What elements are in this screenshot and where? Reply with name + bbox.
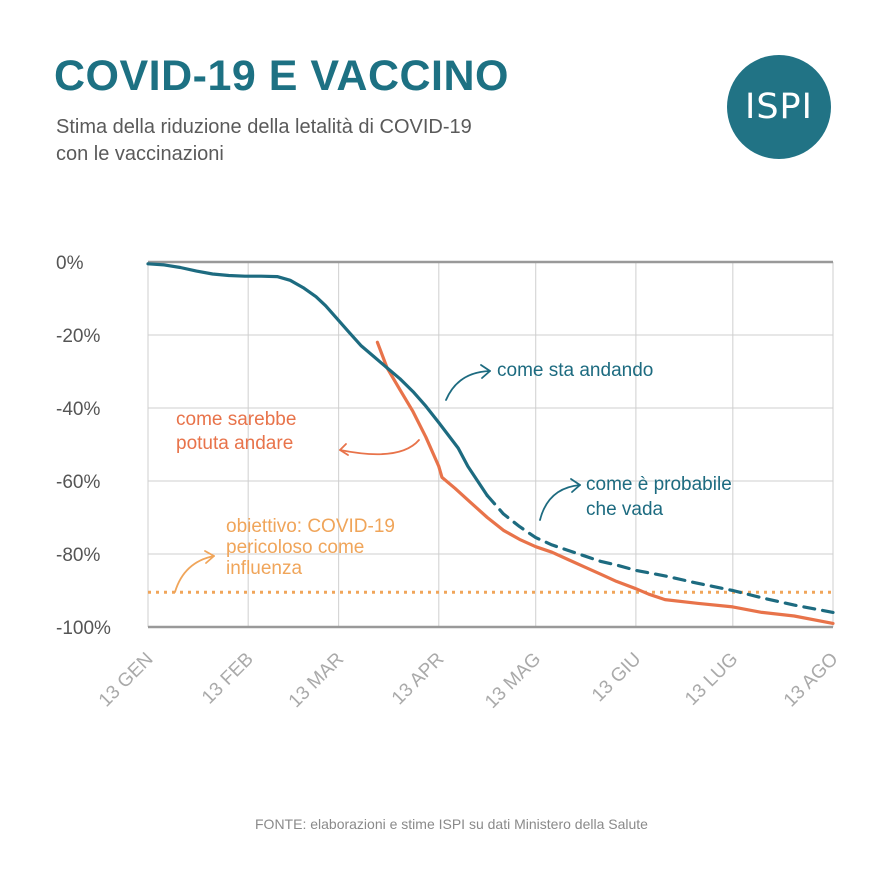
annotation-line: come sarebbe <box>176 409 296 430</box>
chart-subtitle: Stima della riduzione della letalità di … <box>56 114 616 168</box>
source-note: FONTE: elaborazioni e stime ISPI su dati… <box>255 816 648 832</box>
annotation-line: che vada <box>586 499 664 520</box>
ispi-logo: ISPI <box>727 55 831 159</box>
annotation-label: obiettivo: COVID-19 pericoloso come influe… <box>226 516 395 579</box>
arrow-goal-curve <box>174 555 215 593</box>
arrow-goal-head <box>204 550 215 564</box>
series-line-solid <box>146 262 489 498</box>
x-tick-label: 13 GIU <box>588 649 645 706</box>
arrow-probable-head <box>570 478 581 493</box>
arrow-counterfactual-curve <box>339 439 420 456</box>
y-tick-label: 0% <box>56 253 84 274</box>
x-tick-label: 13 APR <box>388 649 448 709</box>
x-tick-label: 13 AGO <box>780 649 843 712</box>
arrow-probable-curve <box>539 484 581 521</box>
annotation-line: come sta andando <box>497 360 653 381</box>
annotation-label: come sta andando <box>497 360 653 381</box>
y-tick-label: -20% <box>56 326 100 347</box>
subtitle-line-2: con le vaccinazioni <box>56 143 224 165</box>
y-tick-label: -80% <box>56 545 100 566</box>
x-tick-label: 13 LUG <box>681 649 742 710</box>
arrow-actual-curve <box>445 370 491 401</box>
annotation-line: pericoloso come <box>226 537 364 558</box>
subtitle-line-1: Stima della riduzione della letalità di … <box>56 116 472 138</box>
x-tick-label: 13 GEN <box>95 649 158 712</box>
annotation-line: influenza <box>226 558 302 579</box>
annotation-line: come è probabile <box>586 474 732 495</box>
y-tick-label: -40% <box>56 399 100 420</box>
arrow-actual-head <box>480 364 491 379</box>
y-tick-label: -100% <box>56 618 111 639</box>
line-chart: 0% -20% -40% -60% -80% -100% 13 GEN 13 FEB 13 MA… <box>56 253 843 713</box>
x-tick-label: 13 MAR <box>285 649 348 712</box>
arrow-counterfactual-head <box>339 443 349 456</box>
annotation-label: come sarebbe potuta andare <box>176 409 296 454</box>
y-tick-label: -60% <box>56 472 100 493</box>
chart-title: COVID-19 E VACCINO <box>54 52 509 100</box>
annotation-line: obiettivo: COVID-19 <box>226 516 395 537</box>
series-line-dashed <box>485 494 835 614</box>
annotation-line: potuta andare <box>176 433 293 454</box>
x-tick-label: 13 FEB <box>198 649 258 709</box>
x-tick-label: 13 MAG <box>481 649 545 713</box>
annotation-label: come è probabile che vada <box>586 474 732 520</box>
series-line-solid <box>375 340 835 625</box>
